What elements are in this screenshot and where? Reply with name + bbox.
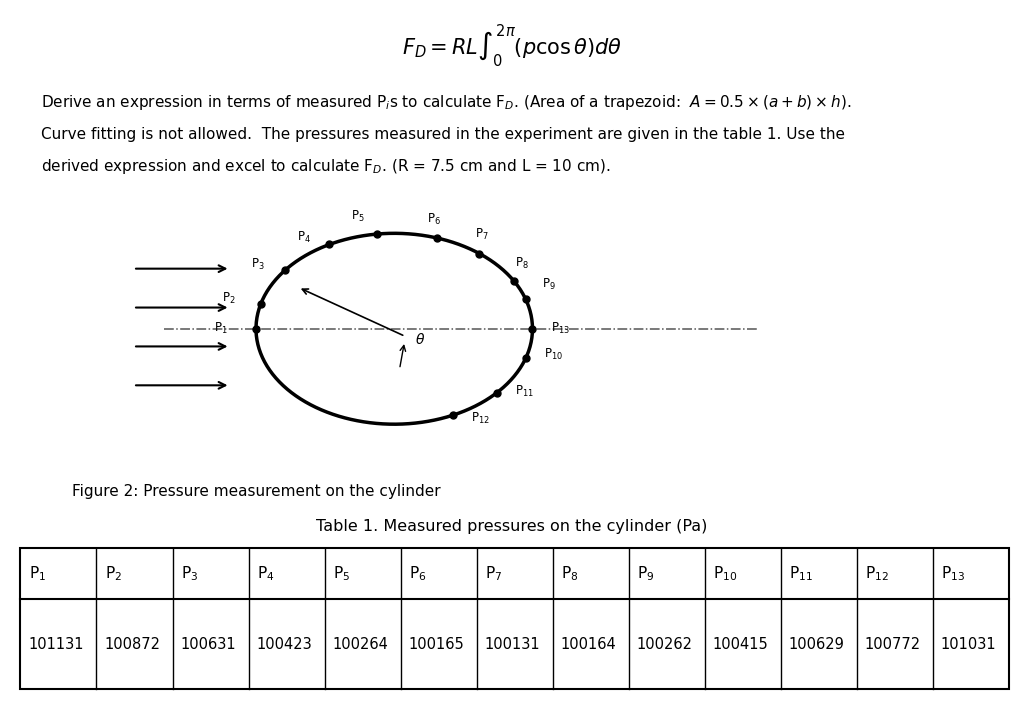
Text: P$_6$: P$_6$ xyxy=(409,564,426,583)
Text: P$_2$: P$_2$ xyxy=(104,564,122,583)
Text: 100415: 100415 xyxy=(713,636,769,652)
Text: 100423: 100423 xyxy=(257,636,312,652)
Text: P$_1$: P$_1$ xyxy=(214,321,227,337)
Text: Curve fitting is not allowed.  The pressures measured in the experiment are give: Curve fitting is not allowed. The pressu… xyxy=(41,127,845,142)
Text: P$_{10}$: P$_{10}$ xyxy=(544,346,563,361)
Text: 100264: 100264 xyxy=(333,636,388,652)
Text: Table 1. Measured pressures on the cylinder (Pa): Table 1. Measured pressures on the cylin… xyxy=(316,519,708,534)
Text: 100872: 100872 xyxy=(104,636,161,652)
Text: 101131: 101131 xyxy=(29,636,84,652)
Text: P$_5$: P$_5$ xyxy=(351,209,366,224)
Bar xyxy=(20,548,1009,689)
Text: derived expression and excel to calculate F$_D$. (R = 7.5 cm and L = 10 cm).: derived expression and excel to calculat… xyxy=(41,157,610,175)
Text: P$_4$: P$_4$ xyxy=(257,564,274,583)
Text: 100131: 100131 xyxy=(484,636,541,652)
Text: P$_{12}$: P$_{12}$ xyxy=(865,564,889,583)
Text: 101031: 101031 xyxy=(941,636,996,652)
Text: P$_3$: P$_3$ xyxy=(180,564,198,583)
Text: P$_{11}$: P$_{11}$ xyxy=(515,384,535,399)
Text: P$_7$: P$_7$ xyxy=(474,227,488,243)
Text: P$_{11}$: P$_{11}$ xyxy=(788,564,813,583)
Text: 100164: 100164 xyxy=(561,636,616,652)
Text: P$_4$: P$_4$ xyxy=(297,230,311,245)
Text: P$_{13}$: P$_{13}$ xyxy=(941,564,965,583)
Text: Figure 2: Pressure measurement on the cylinder: Figure 2: Pressure measurement on the cy… xyxy=(72,484,440,499)
Text: P$_9$: P$_9$ xyxy=(637,564,654,583)
Text: 100629: 100629 xyxy=(788,636,845,652)
Text: P$_8$: P$_8$ xyxy=(515,256,529,271)
Text: P$_{10}$: P$_{10}$ xyxy=(713,564,737,583)
Text: P$_2$: P$_2$ xyxy=(222,291,237,306)
Text: Derive an expression in terms of measured P$_i$s to calculate F$_D$. (Area of a : Derive an expression in terms of measure… xyxy=(41,93,851,112)
Text: $F_D = RL\int_0^{2\pi}(p\cos\theta)d\theta$: $F_D = RL\int_0^{2\pi}(p\cos\theta)d\the… xyxy=(401,23,623,69)
Text: 100262: 100262 xyxy=(637,636,693,652)
Text: $\theta$: $\theta$ xyxy=(415,332,425,347)
Text: P$_{13}$: P$_{13}$ xyxy=(551,321,570,337)
Text: P$_6$: P$_6$ xyxy=(427,211,441,227)
Text: 100772: 100772 xyxy=(865,636,921,652)
Text: P$_9$: P$_9$ xyxy=(542,277,556,292)
Text: P$_7$: P$_7$ xyxy=(484,564,502,583)
Text: 100631: 100631 xyxy=(180,636,237,652)
Text: P$_5$: P$_5$ xyxy=(333,564,350,583)
Text: P$_1$: P$_1$ xyxy=(29,564,46,583)
Text: P$_{12}$: P$_{12}$ xyxy=(471,411,489,426)
Text: P$_3$: P$_3$ xyxy=(251,257,265,272)
Text: 100165: 100165 xyxy=(409,636,465,652)
Text: P$_8$: P$_8$ xyxy=(561,564,579,583)
